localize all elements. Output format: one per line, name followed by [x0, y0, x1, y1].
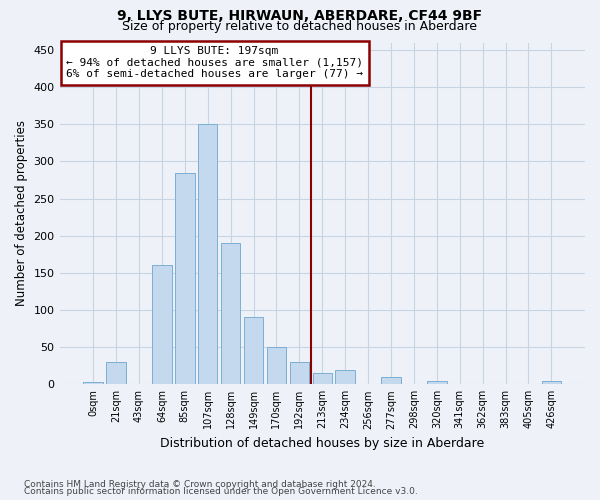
Bar: [221, 243, 241, 384]
Bar: [335, 370, 355, 384]
Text: Size of property relative to detached houses in Aberdare: Size of property relative to detached ho…: [122, 20, 478, 33]
Bar: [290, 362, 309, 384]
Bar: [83, 382, 103, 384]
Text: 9, LLYS BUTE, HIRWAUN, ABERDARE, CF44 9BF: 9, LLYS BUTE, HIRWAUN, ABERDARE, CF44 9B…: [118, 9, 482, 23]
Y-axis label: Number of detached properties: Number of detached properties: [15, 120, 28, 306]
Bar: [198, 124, 217, 384]
Text: 9 LLYS BUTE: 197sqm
← 94% of detached houses are smaller (1,157)
6% of semi-deta: 9 LLYS BUTE: 197sqm ← 94% of detached ho…: [66, 46, 363, 80]
Bar: [381, 377, 401, 384]
Bar: [175, 172, 194, 384]
Bar: [427, 380, 446, 384]
Bar: [267, 347, 286, 385]
Text: Contains public sector information licensed under the Open Government Licence v3: Contains public sector information licen…: [24, 488, 418, 496]
Bar: [106, 362, 126, 384]
Bar: [152, 266, 172, 384]
Text: Contains HM Land Registry data © Crown copyright and database right 2024.: Contains HM Land Registry data © Crown c…: [24, 480, 376, 489]
Bar: [244, 318, 263, 384]
X-axis label: Distribution of detached houses by size in Aberdare: Distribution of detached houses by size …: [160, 437, 484, 450]
Bar: [542, 382, 561, 384]
Bar: [313, 373, 332, 384]
